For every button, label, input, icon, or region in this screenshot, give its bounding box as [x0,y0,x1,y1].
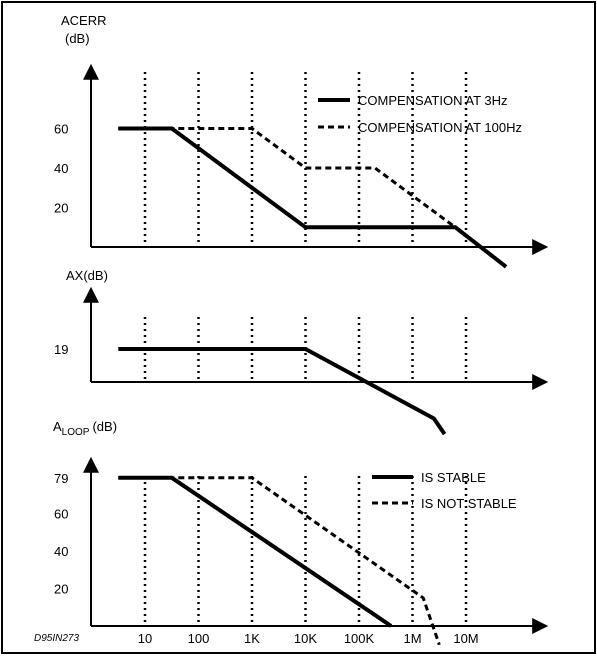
legend-item-label: IS STABLE [421,470,486,485]
panel-acerr-series [118,126,508,269]
ylabel-main: A [53,419,62,434]
panel-aloop-series [118,475,441,646]
legend-item-label: COMPENSATION AT 100Hz [358,120,522,135]
x-tick-label: 100 [188,631,210,646]
x-tick-label: 1K [244,631,260,646]
y-tick-label: 19 [54,342,68,357]
panel-acerr-ylabel-line1: ACERR [61,13,107,28]
panel-acerr-legend: COMPENSATION AT 3Hz COMPENSATION AT 100H… [318,93,522,135]
y-tick-label: 79 [54,471,68,486]
panel-acerr-ylabel-line2: (dB) [65,31,90,46]
panel-aloop-ylabel: ALOOP (dB) [53,419,117,438]
legend-item-label: COMPENSATION AT 3Hz [358,93,508,108]
x-tick-label: 1M [403,631,421,646]
panel-aloop-gridlines [143,476,468,626]
panel-ax-gridlines [143,317,468,382]
ylabel-unit: (dB) [92,419,117,434]
x-tick-labels: 10 100 1K 10K 100K 1M 10M [138,631,479,646]
panel-aloop-y-tick-labels: 79 60 40 20 [54,471,68,597]
panel-ax-series [118,347,447,436]
y-tick-label: 20 [54,201,68,216]
y-tick-label: 20 [54,581,68,596]
ylabel-sub: LOOP [62,427,90,438]
panel-acerr: ACERR (dB) 60 40 20 COMPENSATION AT 3Hz CO… [54,13,549,269]
x-tick-label: 10 [138,631,152,646]
x-tick-label: 100K [344,631,375,646]
legend-item-label: IS NOT STABLE [421,496,517,511]
series-line-solid [118,347,447,436]
x-tick-label: 10M [453,631,478,646]
y-tick-label: 60 [54,506,68,521]
series-line-dashed [118,476,441,646]
figure-code-label: D95IN273 [34,633,79,644]
panel-ax-y-tick-labels: 19 [54,342,68,357]
panel-acerr-gridlines [143,72,468,247]
y-tick-label: 60 [54,122,68,137]
panel-aloop-legend: IS STABLE IS NOT STABLE [372,470,517,511]
y-tick-label: 40 [54,544,68,559]
panel-ax-ylabel: AX(dB) [66,268,108,283]
series-line-solid [118,475,393,628]
panel-aloop: ALOOP (dB) 79 60 40 20 IS STABLE IS NOT STAB… [34,419,549,646]
panel-ax: AX(dB) 19 [54,268,549,436]
y-tick-label: 40 [54,161,68,176]
panel-acerr-y-tick-labels: 60 40 20 [54,122,68,216]
x-tick-label: 10K [294,631,317,646]
series-line-dashed [118,127,457,229]
